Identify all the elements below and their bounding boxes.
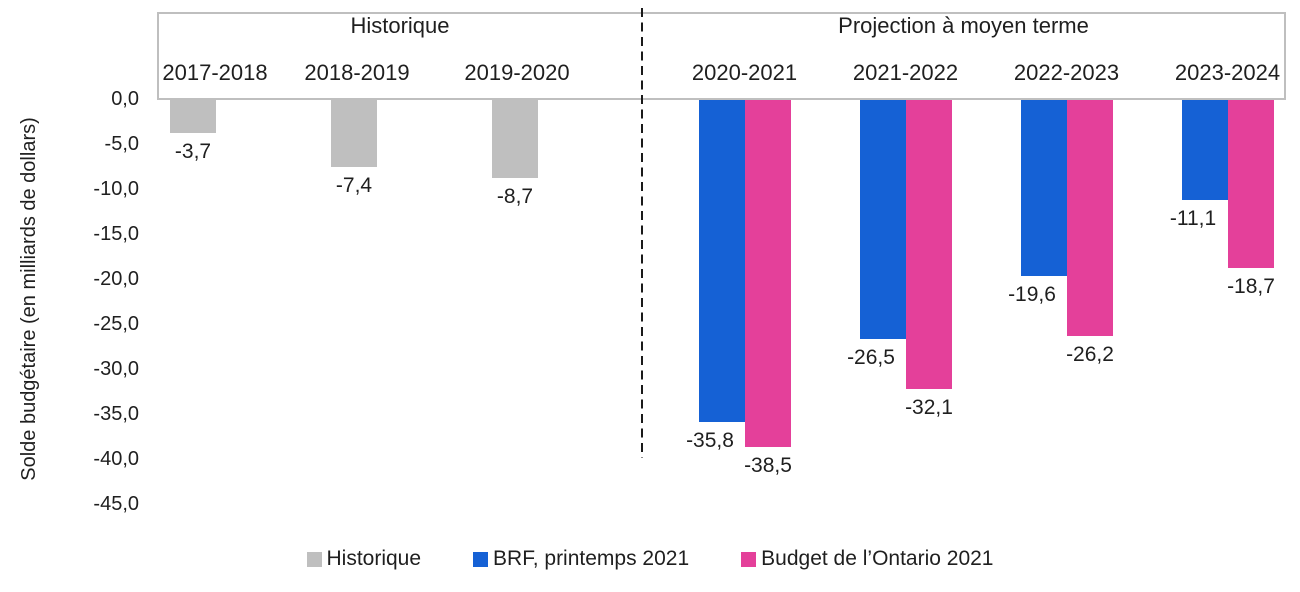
bar-2021-2022-brf: [860, 100, 906, 339]
legend-label: Historique: [326, 547, 422, 570]
bar-2021-2022-budget: [906, 100, 952, 389]
bar-value-label: -19,6: [1008, 283, 1056, 307]
x-category-label: 2022-2023: [1013, 60, 1120, 85]
y-tick-label: -35,0: [93, 403, 139, 425]
x-category-label: 2017-2018: [162, 60, 268, 85]
y-tick-label: -5,0: [104, 133, 139, 155]
bar-2020-2021-brf: [699, 100, 745, 423]
bar-value-label: -38,5: [744, 453, 792, 477]
y-axis-line: [157, 12, 159, 100]
section-header-historique: Historique: [350, 13, 450, 38]
bar-value-label: -11,1: [1169, 206, 1217, 230]
bar-2023-2024-budget: [1228, 100, 1274, 269]
bar-value-label: -26,5: [847, 345, 895, 369]
legend-label: Budget de l’Ontario 2021: [761, 547, 994, 570]
bar-2022-2023-budget: [1067, 100, 1113, 336]
y-tick-label: -30,0: [93, 358, 139, 380]
x-category-label: 2023-2024: [1174, 60, 1281, 85]
x-category-label: 2021-2022: [852, 60, 959, 85]
y-tick-label: -40,0: [93, 448, 139, 470]
bar-2023-2024-brf: [1182, 100, 1228, 200]
x-category-label: 2020-2021: [691, 60, 798, 85]
y-tick-label: -15,0: [93, 223, 139, 245]
chart-legend: Historique BRF, printemps 2021 Budget de l…: [0, 546, 1300, 572]
y-tick-label: 0,0: [111, 88, 139, 110]
x-category-label: 2018-2019: [304, 60, 410, 85]
legend-item-brf-printemps-2021: BRF, printemps 2021: [473, 547, 689, 571]
legend-swatch-icon: [306, 551, 322, 567]
bar-value-label: -35,8: [686, 429, 734, 453]
section-header-projection: Projection à moyen terme: [838, 13, 1089, 38]
y-tick-label: -45,0: [93, 493, 139, 515]
bar-2017-2018-historique: [170, 100, 216, 134]
bar-value-label: -3,7: [174, 140, 212, 164]
bar-value-label: -32,1: [905, 395, 953, 419]
legend-swatch-icon: [473, 551, 489, 567]
bar-2020-2021-budget: [745, 100, 791, 447]
bar-value-label: -8,7: [496, 185, 534, 209]
bar-value-label: -7,4: [335, 173, 373, 197]
bar-value-label: -26,2: [1066, 342, 1114, 366]
legend-item-budget-ontario-2021: Budget de l’Ontario 2021: [741, 547, 994, 571]
y-tick-label: -20,0: [93, 268, 139, 290]
legend-item-historique: Historique: [306, 547, 422, 571]
y-axis-title: Solde budgétaire (en milliards de dollar…: [18, 117, 40, 481]
bar-value-label: -18,7: [1227, 275, 1275, 299]
y-tick-label: -10,0: [93, 178, 139, 200]
x-category-label: 2019-2020: [464, 60, 570, 85]
bar-2019-2020-historique: [492, 100, 538, 179]
legend-swatch-icon: [741, 551, 757, 567]
bar-2018-2019-historique: [331, 100, 377, 167]
legend-label: BRF, printemps 2021: [493, 547, 690, 570]
plot-right-border: [1284, 12, 1286, 100]
plot-top-border: [157, 12, 1286, 14]
y-tick-label: -25,0: [93, 313, 139, 335]
section-divider-line: [641, 8, 643, 458]
zero-baseline: [157, 98, 1286, 100]
bar-2022-2023-brf: [1021, 100, 1067, 277]
